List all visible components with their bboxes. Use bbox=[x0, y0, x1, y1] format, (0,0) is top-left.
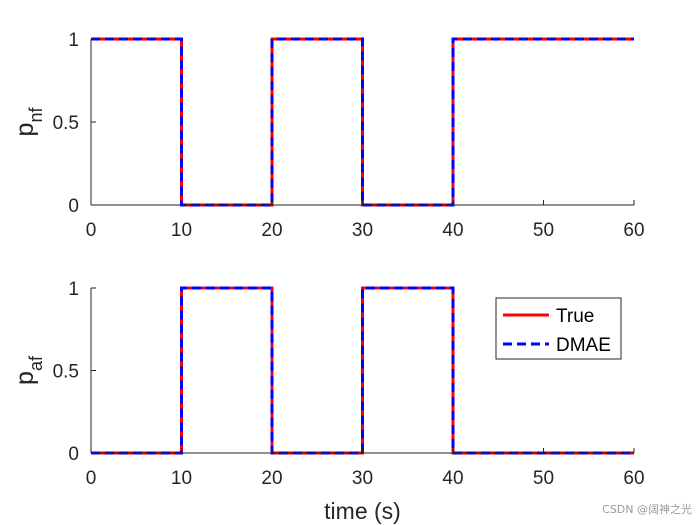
x-tick-label: 60 bbox=[623, 220, 644, 241]
legend: True DMAE bbox=[495, 297, 622, 360]
y-tick-label: 0 bbox=[68, 196, 79, 217]
y-tick-label: 0 bbox=[68, 444, 79, 465]
y-tick-label: 1 bbox=[68, 279, 79, 300]
x-axis-label: time (s) bbox=[324, 498, 401, 524]
y-tick-label: 0.5 bbox=[53, 113, 79, 134]
x-tick-label: 0 bbox=[86, 468, 97, 489]
x-tick-label: 30 bbox=[352, 468, 373, 489]
x-tick-label: 20 bbox=[261, 220, 282, 241]
x-tick-label: 60 bbox=[623, 468, 644, 489]
x-tick-label: 50 bbox=[533, 468, 554, 489]
top-axes-pnf: 0 10 20 30 40 50 60 0 0.5 1 pnf bbox=[11, 30, 645, 241]
x-tick-label: 0 bbox=[86, 220, 97, 241]
legend-box bbox=[495, 297, 622, 360]
x-tick-label: 50 bbox=[533, 220, 554, 241]
y-tick-label: 1 bbox=[68, 30, 79, 51]
series-line-dmae bbox=[91, 286, 634, 455]
x-tick-label: 40 bbox=[442, 220, 463, 241]
y-tick-label: 0.5 bbox=[53, 362, 79, 383]
x-tick-label: 10 bbox=[171, 468, 192, 489]
x-tick-label: 40 bbox=[442, 468, 463, 489]
bottom-axes-paf: 0 10 20 30 40 50 60 0 0.5 1 paf time (s) True DMAE bbox=[11, 279, 645, 524]
watermark: CSDN @阔神之光 bbox=[602, 503, 692, 516]
x-tick-label: 30 bbox=[352, 220, 373, 241]
series-line-dmae bbox=[91, 37, 634, 207]
legend-label-true: True bbox=[556, 306, 594, 327]
x-tick-label: 20 bbox=[261, 468, 282, 489]
legend-label-dmae: DMAE bbox=[556, 335, 611, 356]
y-axis-label: pnf bbox=[11, 107, 46, 137]
x-tick-label: 10 bbox=[171, 220, 192, 241]
y-axis-label: paf bbox=[11, 355, 46, 385]
